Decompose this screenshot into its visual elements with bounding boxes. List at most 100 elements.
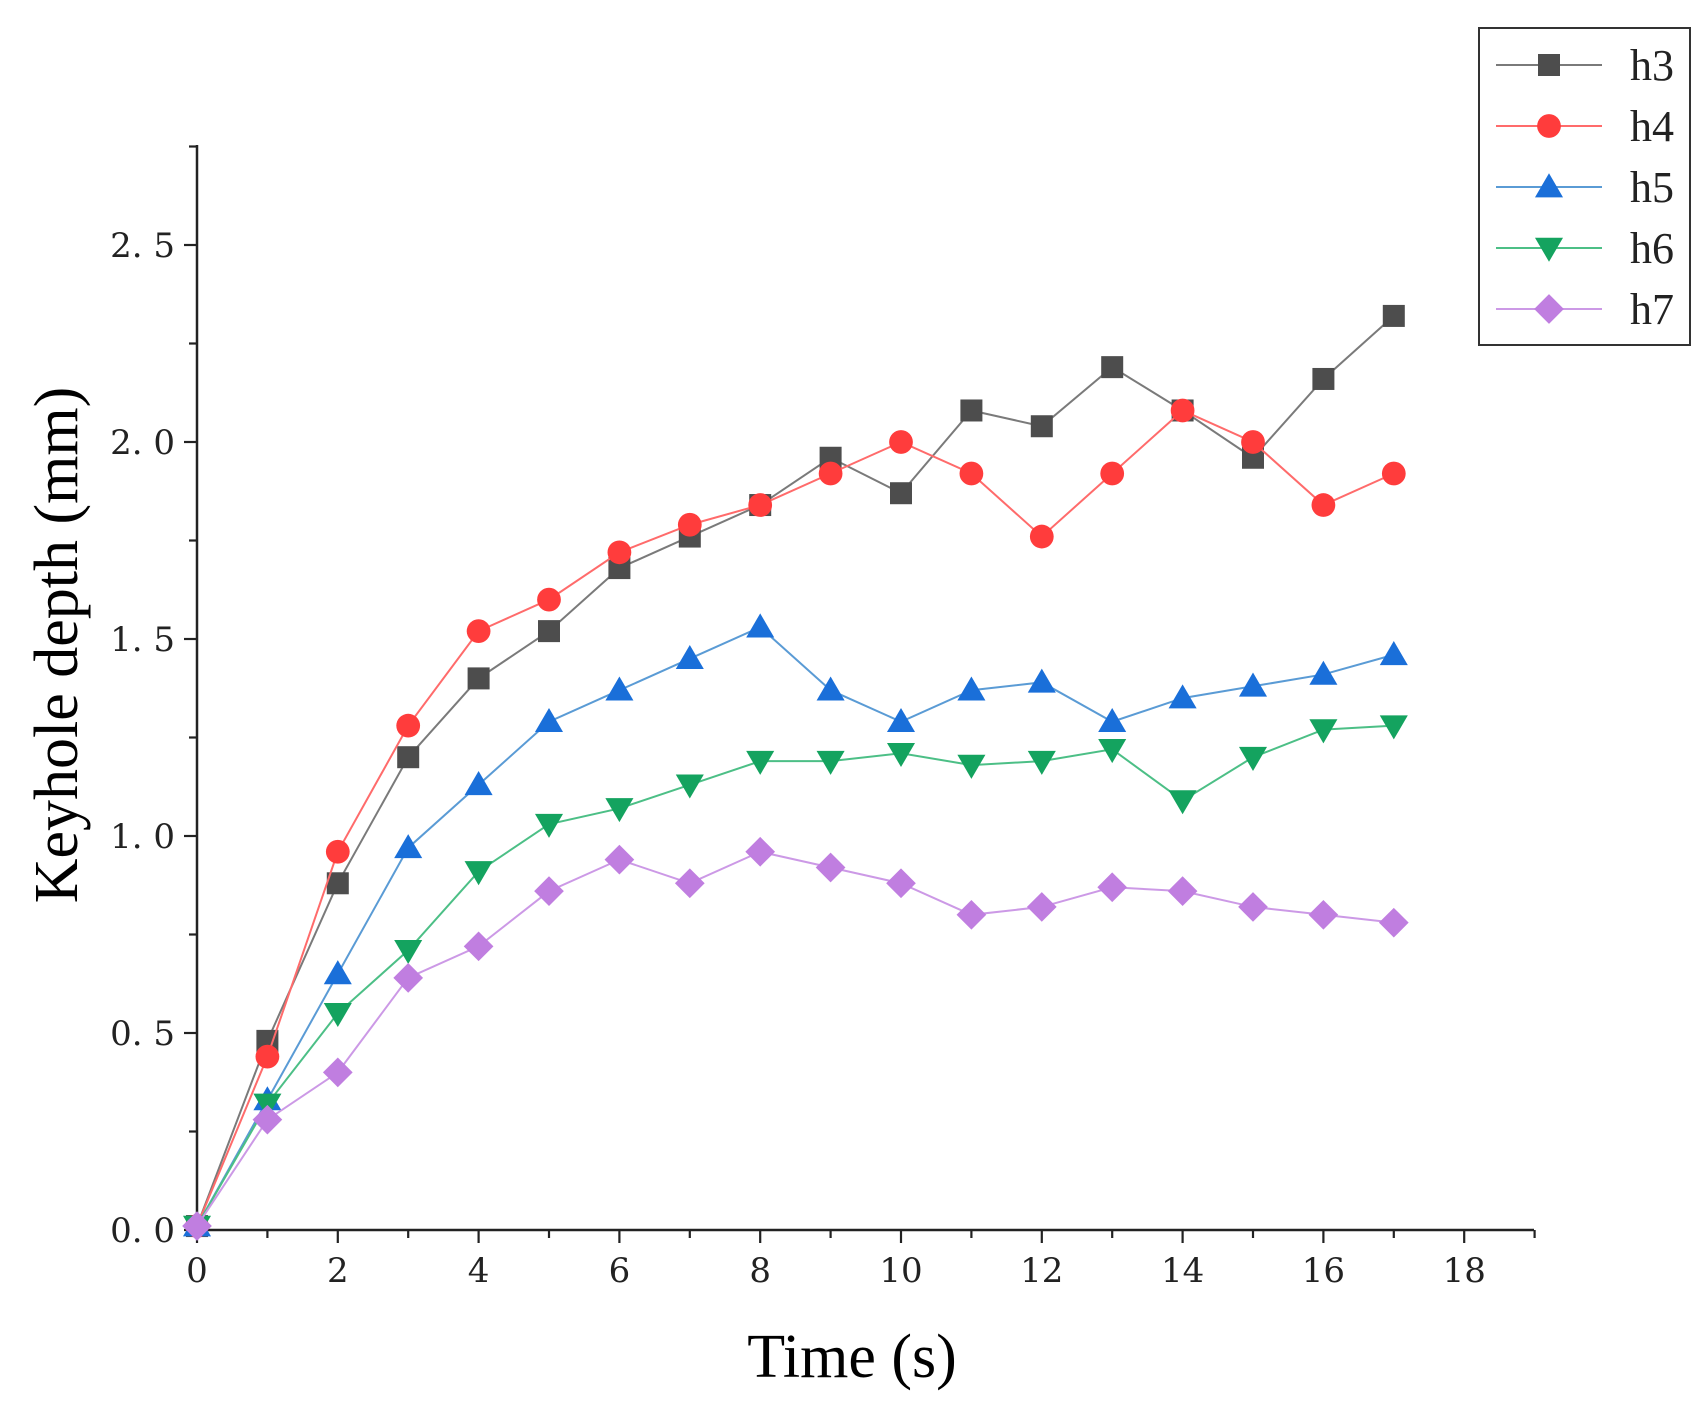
- data-point-h5: [464, 771, 493, 796]
- data-point-h7: [815, 852, 846, 883]
- legend-marker: [1534, 173, 1564, 198]
- data-point-h6: [323, 1002, 352, 1028]
- legend-marker: [1534, 294, 1564, 324]
- data-point-h4: [1311, 493, 1336, 517]
- data-point-h7: [956, 899, 987, 930]
- data-point-h5: [534, 707, 564, 733]
- y-tick-label: 2. 5: [110, 226, 175, 266]
- series-line-h3: [196, 315, 1395, 1227]
- data-point-h4: [607, 540, 632, 565]
- data-point-h3: [1030, 415, 1053, 438]
- x-tick-label: 18: [1443, 1251, 1486, 1291]
- data-point-h4: [959, 461, 984, 486]
- x-tick-label: 16: [1302, 1251, 1345, 1291]
- x-tick-label: 8: [749, 1251, 771, 1291]
- data-point-h4: [466, 619, 491, 643]
- data-point-h6: [816, 750, 845, 775]
- series-h3: [186, 304, 1405, 1238]
- data-point-h4: [1381, 461, 1406, 486]
- data-point-h4: [1029, 524, 1054, 549]
- data-point-h7: [534, 876, 564, 907]
- data-point-h7: [1378, 907, 1409, 938]
- data-point-h7: [886, 868, 916, 899]
- data-point-h5: [1379, 641, 1408, 666]
- data-point-h7: [1308, 899, 1339, 930]
- data-point-h6: [1379, 715, 1408, 740]
- data-point-h4: [818, 461, 843, 486]
- data-point-h7: [1167, 876, 1198, 907]
- series-group: [182, 304, 1409, 1241]
- data-point-h3: [326, 872, 349, 895]
- data-point-h6: [534, 813, 564, 838]
- data-point-h3: [397, 746, 420, 769]
- data-point-h4: [889, 430, 913, 454]
- data-point-h4: [1241, 430, 1265, 454]
- data-point-h5: [1238, 672, 1268, 697]
- data-point-h5: [605, 676, 634, 701]
- data-point-h6: [746, 750, 775, 775]
- data-point-h4: [325, 839, 350, 864]
- data-point-h4: [748, 493, 773, 517]
- data-point-h4: [396, 713, 421, 738]
- data-point-h6: [1238, 746, 1268, 771]
- x-tick-label: 10: [879, 1251, 922, 1291]
- data-point-h7: [252, 1104, 283, 1135]
- y-axis-title: Keyhole depth (mm): [23, 387, 91, 904]
- legend-marker: [1538, 54, 1560, 76]
- y-tick-label: 0. 0: [110, 1211, 175, 1251]
- legend-label: h4: [1630, 102, 1674, 151]
- data-point-h7: [463, 931, 494, 962]
- tick-labels: 0 2 4 6 8 10 12 14 16 18 0. 0 0. 5 1. 0 1. 5 2. 0 2. 5: [110, 226, 1486, 1291]
- data-point-h3: [538, 620, 560, 643]
- legend-entry-h5: h5: [1496, 163, 1674, 212]
- series-line-h7: [196, 850, 1394, 1227]
- data-point-h5: [394, 834, 423, 859]
- data-point-h7: [604, 844, 635, 875]
- data-point-h7: [1238, 892, 1268, 922]
- data-point-h7: [1026, 892, 1057, 922]
- legend-marker: [1534, 237, 1564, 262]
- ticks: [184, 145, 1536, 1243]
- x-tick-label: 12: [1020, 1251, 1063, 1291]
- data-point-h6: [675, 774, 704, 799]
- data-point-h6: [886, 742, 916, 768]
- data-point-h5: [1098, 707, 1127, 733]
- data-point-h5: [1309, 660, 1338, 685]
- x-tick-label: 14: [1161, 1251, 1204, 1291]
- data-point-h5: [323, 960, 352, 985]
- series-h5: [182, 613, 1408, 1237]
- data-point-h5: [957, 676, 986, 701]
- legend-label: h7: [1630, 285, 1674, 334]
- legend-marker: [1537, 114, 1561, 138]
- data-point-h5: [886, 707, 916, 733]
- series-line-h6: [196, 724, 1394, 1227]
- data-point-h6: [957, 754, 986, 779]
- data-point-h7: [182, 1211, 212, 1241]
- data-point-h3: [890, 482, 912, 505]
- legend-entry-h6: h6: [1496, 224, 1674, 273]
- data-point-h7: [745, 836, 776, 867]
- legend-label: h3: [1630, 41, 1674, 90]
- data-point-h3: [1382, 304, 1405, 327]
- legend-entry-h7: h7: [1496, 285, 1674, 334]
- data-point-h7: [674, 868, 705, 899]
- series-h4: [185, 398, 1406, 1238]
- data-point-h6: [394, 939, 423, 965]
- series-h6: [182, 715, 1408, 1240]
- legend-entry-h3: h3: [1496, 41, 1674, 90]
- data-point-h5: [1027, 668, 1056, 693]
- data-point-h6: [1168, 790, 1197, 815]
- x-tick-label: 0: [186, 1251, 208, 1291]
- data-point-h5: [816, 676, 845, 701]
- x-tick-label: 4: [468, 1251, 490, 1291]
- series-line-h4: [196, 409, 1395, 1227]
- data-point-h5: [1168, 684, 1197, 709]
- x-axis-title: Time (s): [747, 1323, 957, 1391]
- data-point-h6: [1027, 750, 1056, 775]
- legend-label: h5: [1630, 163, 1674, 212]
- data-point-h3: [960, 399, 983, 422]
- data-point-h4: [537, 587, 561, 612]
- data-point-h7: [322, 1057, 353, 1088]
- series-h7: [182, 836, 1409, 1241]
